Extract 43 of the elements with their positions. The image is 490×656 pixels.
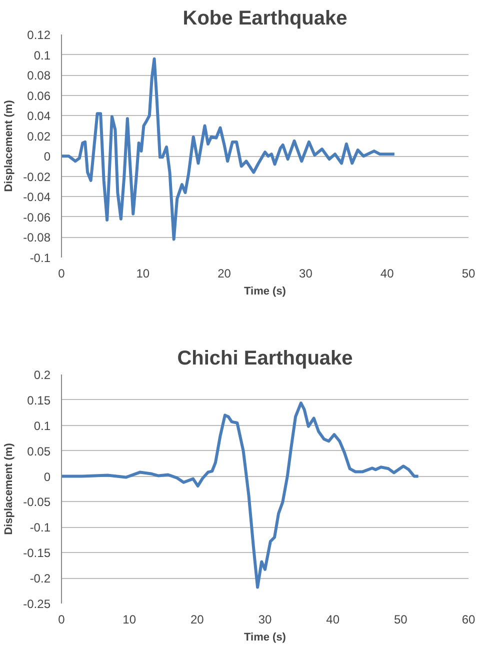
y-axis-title: Displacement (m): [3, 100, 16, 192]
y-tick-label: -0.04: [23, 190, 51, 204]
x-tick-label: 40: [326, 612, 340, 626]
y-tick-label: 0: [44, 150, 51, 164]
line-series: [62, 402, 420, 589]
y-tick-label: -0.25: [23, 597, 51, 611]
y-tick-label: -0.1: [30, 251, 51, 265]
x-tick-label: 60: [462, 612, 476, 626]
x-tick-label: 40: [380, 266, 394, 280]
x-tick-label: 30: [299, 266, 313, 280]
chart-title: Kobe Earthquake: [182, 8, 348, 30]
y-tick-label: -0.02: [23, 170, 51, 184]
y-tick-label: -0.1: [30, 520, 51, 535]
line-series: [62, 57, 396, 241]
y-tick-label: -0.08: [23, 230, 51, 245]
y-tick-label: 0.1: [34, 418, 51, 433]
y-tick-label: 0.06: [27, 88, 51, 103]
y-tick-label: 0.2: [34, 368, 51, 382]
x-axis-title: Time (s): [244, 632, 286, 644]
x-tick-label: 50: [462, 266, 476, 280]
x-axis-title: Time (s): [244, 286, 286, 298]
y-tick-label: -0.15: [23, 546, 51, 560]
x-tick-label: 20: [218, 266, 232, 280]
y-tick-label: 0.15: [27, 393, 51, 408]
x-tick-label: 0: [58, 612, 66, 626]
y-tick-label: 0.08: [27, 68, 51, 83]
y-tick-label: 0.1: [34, 48, 51, 62]
chart-title: Chichi Earthquake: [177, 348, 353, 370]
y-tick-label: -0.06: [23, 210, 51, 224]
y-tick-label: 0.12: [27, 28, 51, 42]
y-tick-label: 0.04: [27, 109, 51, 124]
x-tick-label: 10: [136, 266, 150, 280]
y-tick-label: -0.05: [23, 495, 51, 510]
x-tick-label: 0: [58, 266, 66, 280]
y-tick-label: 0.02: [27, 129, 51, 144]
x-tick-label: 20: [190, 612, 204, 626]
x-tick-label: 10: [122, 612, 136, 626]
y-tick-label: -0.2: [30, 572, 51, 586]
y-tick-label: 0: [44, 470, 51, 484]
y-axis-title: Displacement (m): [3, 442, 16, 535]
y-tick-label: 0.05: [27, 444, 51, 458]
x-tick-label: 50: [394, 612, 408, 626]
x-tick-label: 30: [258, 612, 272, 626]
